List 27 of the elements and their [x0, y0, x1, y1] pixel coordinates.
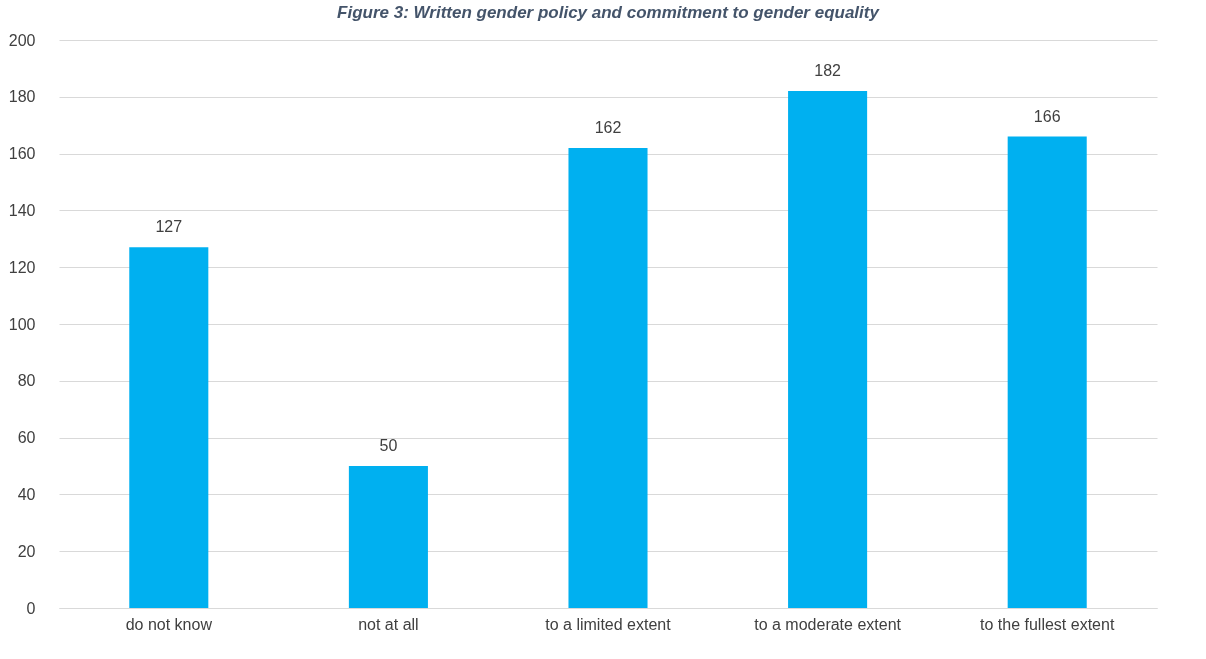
y-tick-label: 80	[17, 372, 36, 390]
y-tick-label: 0	[26, 599, 36, 617]
bar	[568, 147, 648, 608]
y-tick-label: 40	[17, 485, 36, 503]
data-label: 166	[1033, 107, 1061, 125]
y-tick-label: 20	[17, 542, 36, 560]
y-tick-label: 180	[8, 88, 36, 106]
bar	[129, 247, 209, 608]
x-tick-label: to a moderate extent	[754, 615, 902, 633]
data-label: 127	[155, 218, 183, 236]
y-tick-label: 160	[8, 145, 36, 163]
bar	[788, 91, 868, 608]
x-tick-label: do not know	[125, 615, 213, 633]
chart-title: Figure 3: Written gender policy and commitment to gender equality	[337, 3, 881, 22]
y-tick-label: 60	[17, 429, 36, 447]
x-tick-label: not at all	[358, 615, 419, 633]
y-tick-label: 200	[8, 31, 36, 49]
data-label: 182	[814, 62, 842, 80]
y-tick-label: 100	[8, 315, 36, 333]
bar	[348, 466, 428, 608]
bar	[1007, 136, 1087, 608]
data-label: 50	[379, 437, 398, 454]
y-tick-label: 120	[8, 258, 36, 276]
y-tick-label: 140	[8, 201, 36, 219]
data-label: 162	[594, 118, 622, 136]
x-tick-label: to a limited extent	[545, 615, 672, 633]
x-tick-label: to the fullest extent	[980, 615, 1115, 633]
